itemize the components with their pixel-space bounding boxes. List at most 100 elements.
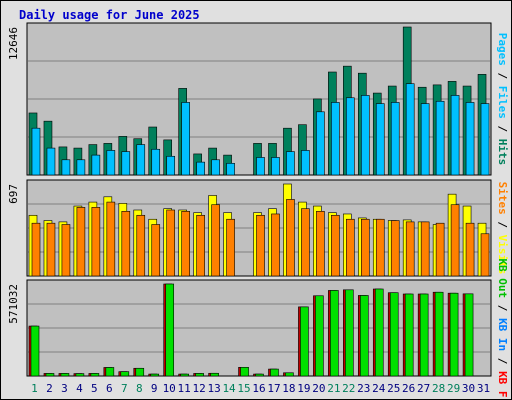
bar-kb-out xyxy=(255,373,264,377)
day-label: 6 xyxy=(106,382,113,395)
legend-item-pages: Pages xyxy=(496,33,509,66)
bar-files xyxy=(166,155,176,176)
day-label: 27 xyxy=(417,382,430,395)
day-label: 15 xyxy=(237,382,250,395)
bar-kb-out xyxy=(45,373,55,377)
day-label: 30 xyxy=(462,382,475,395)
day-label: 13 xyxy=(207,382,220,395)
bar-files xyxy=(480,103,490,176)
bar-files xyxy=(331,102,340,176)
day-label: 8 xyxy=(136,382,143,395)
day-label: 18 xyxy=(282,382,295,395)
bar-sites xyxy=(271,213,280,277)
bar-kb-out xyxy=(210,372,219,377)
legend-item-hits: Hits xyxy=(496,139,509,166)
bars-kb xyxy=(28,283,474,377)
bar-kb-out xyxy=(135,367,145,377)
day-label: 10 xyxy=(163,382,176,395)
bar-kb-out xyxy=(404,293,414,377)
bar-sites xyxy=(151,224,161,277)
bar-kb-out xyxy=(150,373,160,377)
bar-sites xyxy=(196,214,205,277)
day-label: 19 xyxy=(297,382,310,395)
bar-files xyxy=(346,97,355,176)
bar-sites xyxy=(91,207,101,277)
day-label: 3 xyxy=(61,382,68,395)
legend-separator: / xyxy=(496,66,509,86)
bar-sites xyxy=(316,211,325,277)
day-label: 9 xyxy=(151,382,158,395)
bar-sites xyxy=(46,222,56,277)
bar-kb-out xyxy=(300,306,309,377)
bars-visits-sites xyxy=(28,183,490,277)
bar-sites xyxy=(106,201,116,277)
bar-files xyxy=(151,148,161,176)
legend-separator: / xyxy=(496,298,509,318)
day-label: 25 xyxy=(387,382,400,395)
legend-item-kb-f: KB F xyxy=(496,371,509,398)
bar-sites xyxy=(181,211,190,277)
bar-kb-out xyxy=(195,373,204,377)
bar-sites xyxy=(360,218,370,277)
day-label: 24 xyxy=(372,382,386,395)
bar-kb-out xyxy=(330,290,339,377)
bar-sites xyxy=(331,214,340,277)
bar-kb-out xyxy=(240,366,249,377)
bar-sites xyxy=(435,222,445,277)
bar-files xyxy=(405,83,415,176)
bar-kb-out xyxy=(449,292,459,377)
bar-sites xyxy=(211,204,220,277)
bar-kb-out xyxy=(30,325,40,377)
bar-sites xyxy=(375,218,385,277)
bar-kb-out xyxy=(165,283,175,377)
day-label: 2 xyxy=(46,382,53,395)
bars-hits-files xyxy=(28,26,490,176)
bar-kb-out xyxy=(60,373,70,377)
bar-kb-out xyxy=(374,288,384,377)
day-label: 7 xyxy=(121,382,128,395)
bar-sites xyxy=(450,204,460,277)
bar-files xyxy=(31,127,41,176)
bar-kb-out xyxy=(285,372,294,377)
day-label: 17 xyxy=(267,382,280,395)
day-label: 14 xyxy=(222,382,236,395)
bar-files xyxy=(375,103,385,176)
bar-files xyxy=(121,151,131,176)
bar-files xyxy=(435,100,445,176)
bar-files xyxy=(196,161,205,176)
bar-files xyxy=(91,154,101,176)
bar-sites xyxy=(226,218,235,277)
bar-sites xyxy=(420,221,430,277)
legend-item-kb-in: KB In xyxy=(496,318,509,351)
y-max-label: 12646 xyxy=(7,27,20,60)
bar-sites xyxy=(256,214,265,277)
day-label: 20 xyxy=(312,382,325,395)
legend-visits-sites: Sites / Visits xyxy=(496,182,509,275)
day-label: 21 xyxy=(327,382,340,395)
bar-files xyxy=(465,102,475,176)
bar-sites xyxy=(346,218,355,277)
bar-kb-out xyxy=(180,373,189,377)
bar-files xyxy=(256,157,265,176)
day-label: 26 xyxy=(402,382,415,395)
bar-sites xyxy=(390,220,400,277)
bar-files xyxy=(271,157,280,176)
bar-sites xyxy=(121,211,131,277)
bar-files xyxy=(211,159,220,176)
y-max-label: 571032 xyxy=(7,284,20,324)
bar-kb-out xyxy=(105,367,115,377)
day-label: 23 xyxy=(357,382,370,395)
day-label: 11 xyxy=(178,382,191,395)
bar-files xyxy=(136,144,146,176)
bar-files xyxy=(106,150,116,176)
bar-files xyxy=(226,162,235,176)
bar-files xyxy=(450,95,460,176)
bar-kb-out xyxy=(270,368,279,377)
chart-title: Daily usage for June 2025 xyxy=(19,8,200,22)
bar-kb-out xyxy=(359,295,369,377)
legend-item-kb-out: KB Out xyxy=(496,258,509,298)
bar-files xyxy=(390,102,400,176)
legend-separator: / xyxy=(496,119,509,139)
